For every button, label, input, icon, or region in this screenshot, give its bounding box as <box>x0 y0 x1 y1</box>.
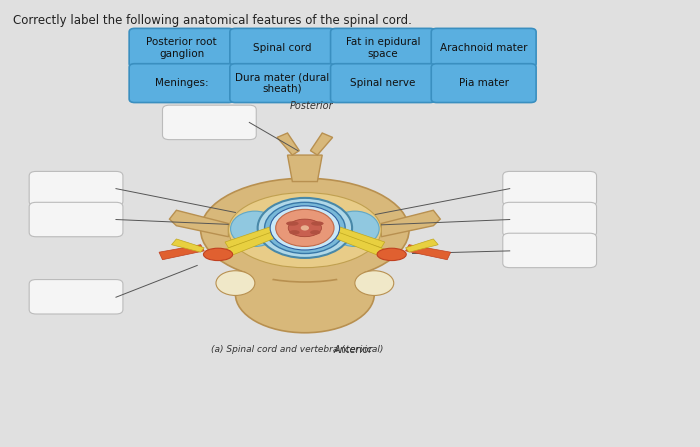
FancyBboxPatch shape <box>29 171 123 206</box>
Polygon shape <box>331 231 387 257</box>
Polygon shape <box>405 239 438 252</box>
Polygon shape <box>310 133 332 155</box>
FancyBboxPatch shape <box>29 279 123 314</box>
Text: Anterior: Anterior <box>334 345 373 355</box>
Ellipse shape <box>286 221 299 226</box>
Polygon shape <box>329 259 368 285</box>
Circle shape <box>301 225 309 231</box>
FancyBboxPatch shape <box>29 202 123 237</box>
FancyBboxPatch shape <box>503 233 596 268</box>
Polygon shape <box>288 155 322 181</box>
Text: Posterior root
ganglion: Posterior root ganglion <box>146 37 217 59</box>
Polygon shape <box>159 245 204 260</box>
FancyBboxPatch shape <box>230 63 335 102</box>
Ellipse shape <box>377 248 406 261</box>
FancyBboxPatch shape <box>330 63 435 102</box>
FancyBboxPatch shape <box>162 105 256 139</box>
FancyBboxPatch shape <box>431 63 536 102</box>
Polygon shape <box>225 226 277 248</box>
Polygon shape <box>242 259 281 285</box>
Circle shape <box>276 209 334 246</box>
Ellipse shape <box>311 221 323 226</box>
Text: Pia mater: Pia mater <box>458 78 509 88</box>
FancyBboxPatch shape <box>503 171 596 206</box>
Text: Dura mater (dural
sheath): Dura mater (dural sheath) <box>235 72 330 94</box>
FancyBboxPatch shape <box>431 28 536 67</box>
Text: Spinal nerve: Spinal nerve <box>350 78 416 88</box>
FancyBboxPatch shape <box>230 28 335 67</box>
Circle shape <box>270 206 340 250</box>
Ellipse shape <box>228 193 382 268</box>
Text: Meninges:: Meninges: <box>155 78 209 88</box>
Circle shape <box>216 271 255 295</box>
FancyBboxPatch shape <box>130 28 234 67</box>
Circle shape <box>258 198 352 258</box>
Polygon shape <box>169 210 228 237</box>
Polygon shape <box>277 133 300 155</box>
Text: (a) Spinal cord and vertebra (cervical): (a) Spinal cord and vertebra (cervical) <box>211 345 384 354</box>
Text: Arachnoid mater: Arachnoid mater <box>440 43 527 53</box>
Ellipse shape <box>288 219 321 237</box>
Polygon shape <box>405 245 451 260</box>
Circle shape <box>355 271 394 295</box>
Ellipse shape <box>310 230 321 235</box>
FancyBboxPatch shape <box>130 63 234 102</box>
Polygon shape <box>223 231 279 257</box>
Text: Fat in epidural
space: Fat in epidural space <box>346 37 420 59</box>
Text: Spinal cord: Spinal cord <box>253 43 312 53</box>
Ellipse shape <box>201 178 409 282</box>
Ellipse shape <box>204 248 232 261</box>
Ellipse shape <box>289 230 300 235</box>
Text: Posterior: Posterior <box>290 101 334 111</box>
Circle shape <box>265 202 345 253</box>
Polygon shape <box>172 239 204 252</box>
Polygon shape <box>332 226 385 248</box>
FancyBboxPatch shape <box>503 202 596 237</box>
Polygon shape <box>382 210 440 237</box>
Ellipse shape <box>230 211 279 246</box>
FancyBboxPatch shape <box>330 28 435 67</box>
Ellipse shape <box>235 256 374 333</box>
Ellipse shape <box>330 211 379 246</box>
Text: Correctly label the following anatomical features of the spinal cord.: Correctly label the following anatomical… <box>13 14 412 27</box>
